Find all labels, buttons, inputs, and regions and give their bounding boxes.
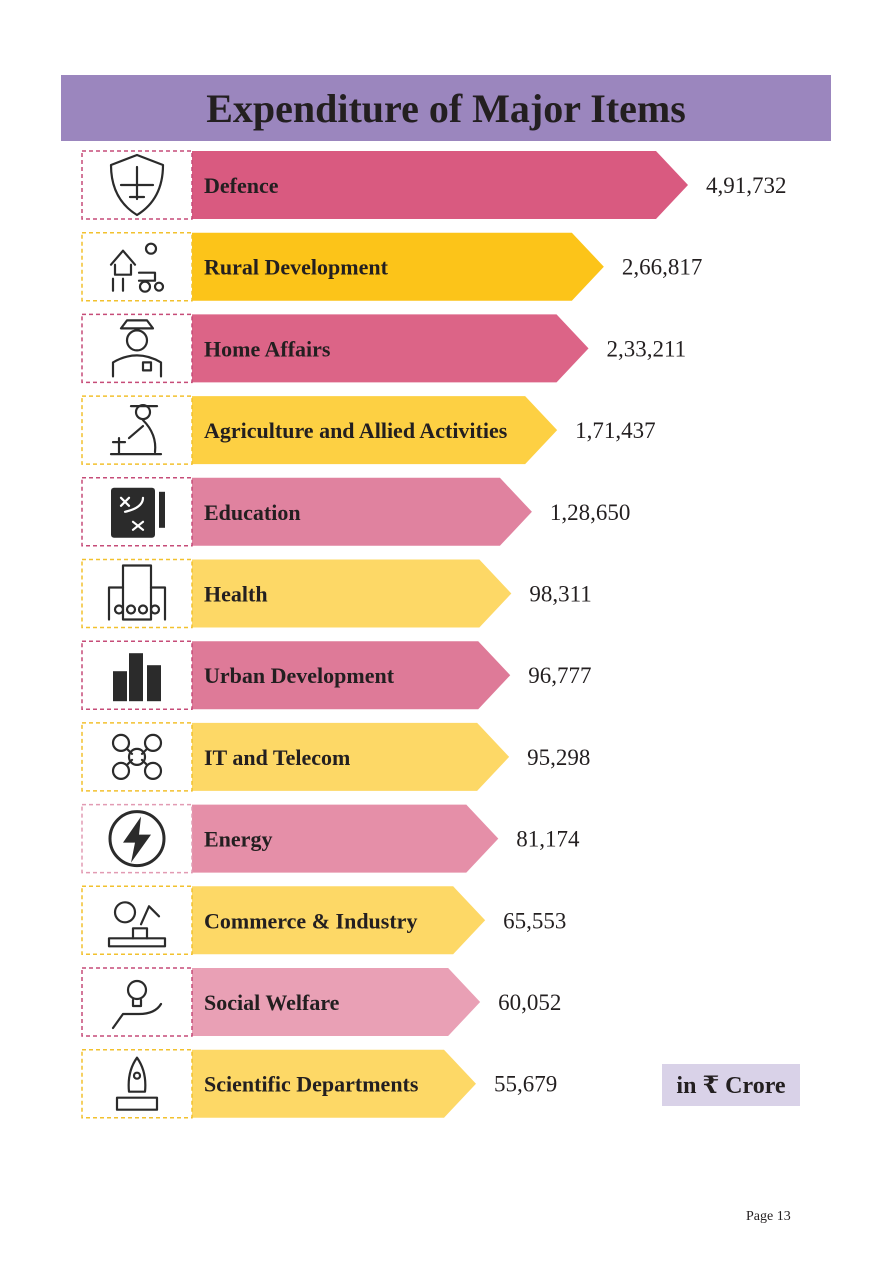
bar-label: Agriculture and Allied Activities — [204, 418, 508, 443]
bar-row: IT and Telecom 95,298 — [81, 722, 590, 792]
network-people-icon — [81, 722, 193, 792]
bar-row: Energy 81,174 — [81, 803, 580, 874]
bar-label: Rural Development — [204, 255, 389, 280]
bar-label: Energy — [204, 827, 272, 852]
bar-value-label: 81,174 — [516, 827, 580, 852]
bar-value-label: 60,052 — [498, 990, 561, 1015]
bar-value-label: 1,71,437 — [575, 418, 656, 443]
strategy-board-icon — [81, 477, 193, 547]
title-bar: Expenditure of Major Items — [61, 75, 831, 141]
factory-robot-arm-icon — [81, 885, 193, 956]
bar — [192, 1049, 476, 1118]
bar-row: Rural Development 2,66,817 — [81, 231, 703, 302]
bar-label: Education — [204, 500, 301, 525]
bar-label: Urban Development — [204, 663, 395, 688]
bar — [192, 477, 532, 546]
page-number: Page 13 — [746, 1209, 791, 1224]
hospital-building-icon — [81, 558, 193, 629]
bar-value-label: 65,553 — [503, 908, 566, 933]
bar-label: Social Welfare — [204, 990, 340, 1015]
bar-value-label: 98,311 — [529, 582, 591, 607]
bar-label: IT and Telecom — [204, 745, 350, 770]
bar — [192, 396, 558, 465]
bar-value-label: 4,91,732 — [706, 173, 787, 198]
bar-row: Home Affairs 2,33,211 — [81, 313, 687, 384]
rocket-launch-icon — [81, 1048, 193, 1119]
bar-row: Social Welfare 60,052 — [81, 967, 561, 1037]
bar-row: Agriculture and Allied Activities 1,71,43… — [81, 395, 656, 465]
bar — [192, 641, 511, 710]
bar-label: Health — [204, 582, 268, 607]
bar — [192, 232, 604, 301]
bar — [192, 314, 589, 383]
bar — [192, 559, 512, 628]
bar — [192, 804, 499, 873]
bar — [192, 722, 510, 791]
bar — [192, 968, 481, 1036]
unit-badge: in ₹ Crore — [662, 1064, 800, 1106]
page-title: Expenditure of Major Items — [206, 85, 686, 131]
city-buildings-icon — [81, 640, 193, 710]
bar-value-label: 96,777 — [528, 663, 591, 688]
bar — [192, 151, 688, 219]
bar-label: Commerce & Industry — [204, 908, 417, 933]
lightning-bolt-icon — [81, 803, 193, 874]
bar-row: Education 1,28,650 — [81, 477, 631, 547]
idea-bulb-hand-icon — [81, 967, 193, 1037]
bar-label: Home Affairs — [204, 336, 331, 361]
farmer-planting-icon — [81, 395, 193, 465]
bar-value-label: 2,66,817 — [622, 255, 703, 280]
bar-value-label: 55,679 — [494, 1072, 557, 1097]
bar-label: Scientific Departments — [204, 1072, 419, 1097]
bar-row: Urban Development 96,777 — [81, 640, 591, 710]
bar-label: Defence — [204, 173, 279, 198]
bar — [192, 886, 486, 955]
bar-row: Scientific Departments 55,679 — [81, 1048, 557, 1119]
bar-row: Health 98,311 — [81, 558, 592, 629]
farm-tractor-icon — [81, 231, 193, 302]
police-officer-icon — [81, 313, 193, 384]
bar-value-label: 2,33,211 — [607, 336, 687, 361]
bar-value-label: 1,28,650 — [550, 500, 631, 525]
bar-row: Commerce & Industry 65,553 — [81, 885, 566, 956]
shield-jet-icon — [81, 150, 193, 220]
bar-row: Defence 4,91,732 — [81, 150, 787, 220]
bar-value-label: 95,298 — [527, 745, 590, 770]
